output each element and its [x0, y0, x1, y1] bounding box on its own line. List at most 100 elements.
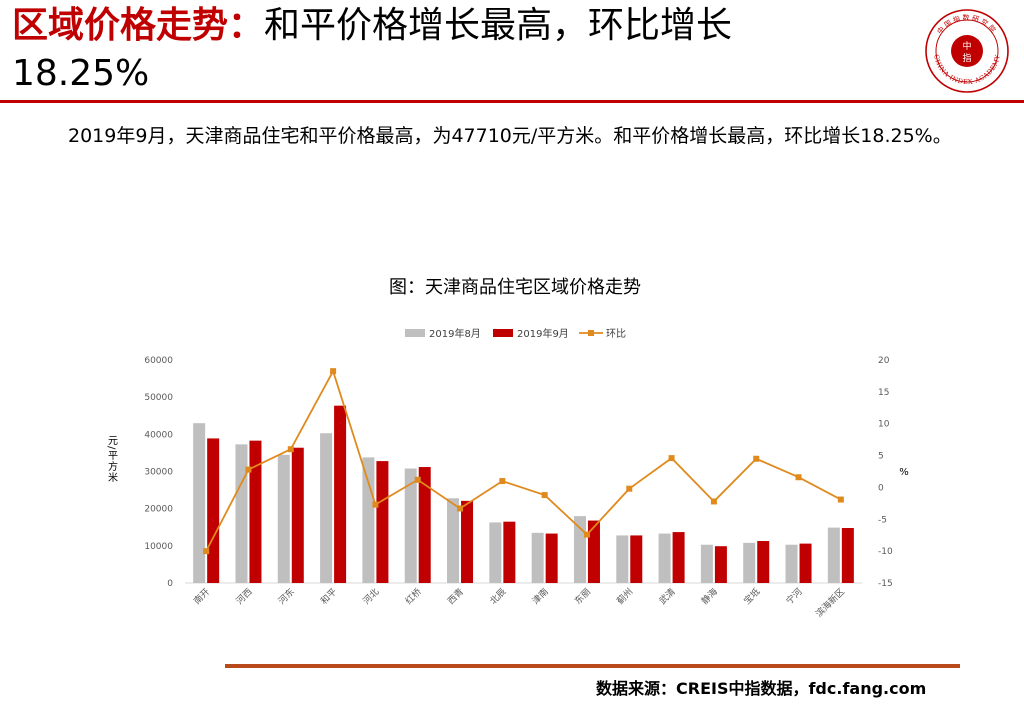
bar-aug: [277, 454, 290, 583]
china-index-academy-logo: CHINA INDEX ACADEMY 中国指数研究院 中 指: [925, 9, 1009, 93]
mom-point: [795, 474, 802, 481]
x-tick-label: 河北: [360, 586, 381, 607]
y2-tick-label: -10: [878, 547, 893, 557]
y2-tick-label: -5: [878, 515, 887, 525]
mom-point: [710, 498, 717, 505]
bar-sep: [672, 532, 685, 583]
chart-bars: [193, 405, 854, 583]
bar-aug: [362, 457, 375, 583]
bar-aug: [489, 522, 502, 583]
y-tick-label: 10000: [144, 542, 173, 552]
bar-sep: [418, 467, 431, 583]
bar-aug: [573, 516, 586, 583]
y-axis-label: 元/平方米: [106, 435, 118, 483]
y-tick-label: 40000: [144, 430, 173, 440]
x-tick-label: 北辰: [488, 586, 509, 607]
bar-sep: [587, 520, 600, 583]
mom-point: [330, 368, 337, 375]
x-tick-label: 河东: [276, 586, 297, 607]
bar-sep: [630, 535, 643, 583]
bar-sep: [334, 405, 347, 583]
mom-point: [753, 455, 760, 462]
x-tick-label: 南开: [191, 586, 212, 607]
x-tick-label: 和平: [319, 586, 340, 607]
data-source: 数据来源：CREIS中指数据，fdc.fang.com: [596, 679, 927, 698]
legend-label-mom: 环比: [606, 328, 626, 340]
legend-label-aug: 2019年8月: [429, 327, 481, 340]
mom-point: [457, 505, 464, 512]
bar-aug: [193, 423, 206, 583]
mom-point: [668, 455, 675, 462]
bar-aug: [743, 542, 756, 583]
bar-sep: [841, 527, 854, 583]
x-tick-label: 宁河: [783, 586, 804, 607]
mom-point: [203, 548, 210, 555]
mom-point: [372, 501, 379, 508]
bar-sep: [799, 543, 812, 583]
bar-aug: [785, 544, 798, 583]
mom-point: [414, 476, 421, 483]
x-tick-label: 西青: [445, 586, 466, 607]
bar-aug: [235, 444, 248, 583]
chart-line: [203, 368, 844, 555]
bar-aug: [404, 468, 417, 583]
bar-aug: [320, 433, 333, 583]
legend-label-sep: 2019年9月: [517, 327, 569, 340]
legend-swatch-aug: [405, 329, 425, 337]
bar-sep: [207, 438, 220, 583]
legend-swatch-sep: [493, 329, 513, 337]
y2-tick-label: 20: [878, 356, 890, 366]
bar-sep: [249, 440, 262, 583]
mom-point: [583, 531, 590, 538]
y-tick-label: 30000: [144, 468, 173, 478]
mom-point: [626, 485, 633, 492]
bar-aug: [531, 532, 544, 583]
bar-sep: [503, 521, 516, 583]
page-title: 区域价格走势：和平价格增长最高，环比增长 18.25%: [12, 2, 912, 98]
description: 2019年9月，天津商品住宅和平价格最高，为47710元/平方米。和平价格增长最…: [68, 125, 952, 147]
legend-marker-mom: [588, 330, 594, 336]
logo-center-bottom: 指: [962, 52, 971, 64]
x-tick-label: 武清: [656, 586, 677, 607]
mom-point: [287, 446, 294, 453]
x-tick-label: 静海: [699, 586, 720, 607]
y-tick-label: 20000: [144, 505, 173, 515]
y2-tick-label: 15: [878, 388, 889, 398]
y2-tick-label: 10: [878, 420, 890, 430]
y2-tick-label: 5: [878, 452, 884, 462]
y2-tick-label: -15: [878, 579, 893, 589]
bar-aug: [616, 535, 629, 583]
bar-sep: [461, 500, 474, 583]
chart-title: 图：天津商品住宅区域价格走势: [389, 277, 641, 298]
y-tick-label: 60000: [144, 356, 173, 366]
mom-line: [205, 368, 842, 552]
title-rest: 和平价格增长最高，环比增长: [264, 5, 733, 46]
title-divider: [0, 100, 1024, 103]
x-tick-label: 滨海新区: [813, 586, 847, 620]
price-trend-chart: 图：天津商品住宅区域价格走势 2019年8月 2019年9月 环比 0 10000 20…: [106, 277, 909, 620]
y2-tick-label: 0: [878, 483, 884, 493]
y-tick-label: 50000: [144, 393, 173, 403]
bar-sep: [714, 546, 727, 583]
logo-center-top: 中: [962, 40, 971, 52]
bar-aug: [827, 527, 840, 583]
source-divider: [225, 664, 960, 668]
y2-axis-label: %: [899, 467, 909, 478]
x-tick-label: 津南: [530, 586, 551, 607]
title-highlight: 区域价格走势：: [12, 5, 265, 46]
x-tick-label: 东丽: [572, 586, 593, 607]
bar-aug: [447, 498, 460, 583]
bar-sep: [757, 541, 770, 583]
chart-legend: 2019年8月 2019年9月 环比: [405, 327, 626, 340]
y-tick-label: 0: [167, 579, 173, 589]
x-tick-label: 红桥: [403, 586, 424, 607]
bar-sep: [545, 533, 558, 583]
mom-point: [837, 496, 844, 503]
x-tick-label: 宝坻: [741, 586, 762, 607]
bar-aug: [700, 544, 713, 583]
bar-aug: [658, 533, 671, 583]
mom-point: [245, 466, 252, 473]
bar-sep: [291, 447, 304, 583]
mom-point: [541, 492, 548, 499]
bar-sep: [376, 461, 389, 583]
